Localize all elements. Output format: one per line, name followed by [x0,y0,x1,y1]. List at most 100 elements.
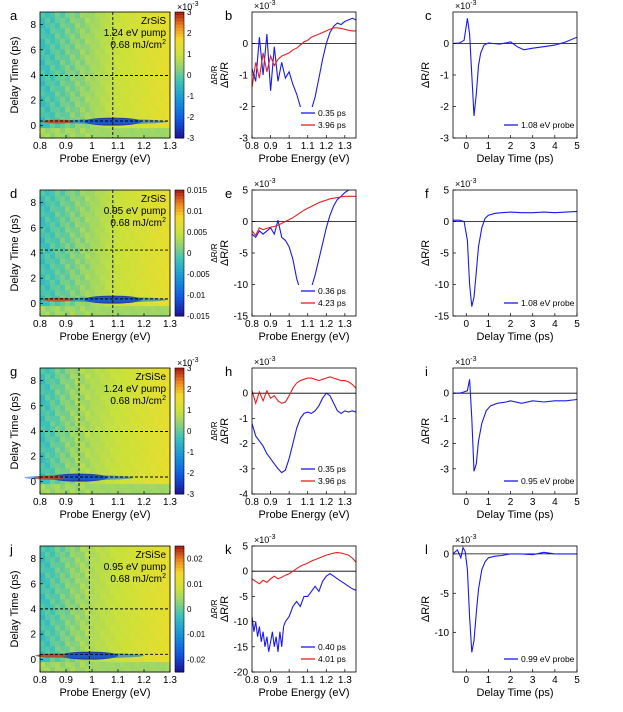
heatmap-cell [60,593,66,600]
annotation-fluence-sup: 2 [162,395,166,402]
heatmap-cell [120,399,126,406]
heatmap-cell [105,242,111,249]
heatmap-cell [70,609,76,615]
colorbar-step [175,37,184,41]
heatmap-cell [140,59,146,66]
heatmap-cell [120,263,126,270]
colorbar-step [175,249,184,254]
heatmap-cell [145,226,151,233]
heatmap-cell [145,645,151,652]
y-tick-label: 2 [30,630,36,641]
heatmap-cell [55,85,61,92]
heatmap-cell [120,478,126,485]
heatmap-cell [165,661,171,668]
heatmap-cell [75,630,81,636]
heatmap-cell [50,205,56,212]
heatmap-cell [55,389,61,395]
heatmap-cell [85,247,91,254]
heatmap-cell [45,425,51,432]
heatmap-cell [60,661,66,668]
x-tick-label: 1.1 [111,319,125,330]
heatmap-cell [55,54,61,60]
heatmap-cell [65,368,71,374]
heatmap-cell [40,195,46,202]
heatmap-cell [155,33,161,39]
heatmap-cell [120,588,126,594]
annotation-fluence: 0.68 mJ/cm [110,574,162,585]
heatmap-cell [160,378,166,385]
heatmap-cell [150,614,156,621]
colorbar-step [175,490,184,495]
legend-l: 0.99 eV probe [500,653,575,669]
heatmap-cell [115,205,121,212]
heatmap-cell [105,415,111,422]
heatmap-cell [165,473,171,479]
heatmap-cell [155,64,161,71]
heatmap-cell [150,101,156,108]
heatmap-a [40,12,171,139]
heatmap-cell [135,43,141,50]
heatmap-cell [140,666,146,673]
heatmap-cell [130,38,136,45]
heatmap-cell [155,488,161,495]
heatmap-cell [150,572,156,579]
series-line-1-08-eV-probe [453,18,577,116]
heatmap-cell [160,85,166,92]
heatmap-cell [50,635,56,642]
heatmap-cell [50,582,56,589]
colorbar-frame [174,11,185,139]
heatmap-cell [110,588,116,594]
heatmap-cell [60,420,66,427]
heatmap-cell [70,624,76,631]
heatmap-cell [95,300,101,307]
heatmap-cell [80,38,86,45]
x-tick-label: 1.3 [338,675,352,686]
heatmap-cell [135,253,141,259]
heatmap-cell [85,310,91,317]
heatmap-cell [90,211,96,217]
legend-box [500,119,574,135]
heatmap-cell [115,59,121,66]
axis-exponent: ×10-3 [254,178,276,189]
heatmap-cell [60,624,66,631]
heatmap-cell [95,603,101,610]
heatmap-cell [155,96,161,102]
heatmap-cell [145,17,151,24]
colorbar-step [175,374,184,378]
heatmap-cell [155,17,161,24]
heatmap-cell [45,33,51,39]
heatmap-cell [135,483,141,490]
heatmap-cell [115,200,121,207]
heatmap-cell [125,27,131,34]
heatmap-cell [105,111,111,118]
heatmap-cell [145,399,151,406]
heatmap-cell [60,394,66,401]
heatmap-cell [145,446,151,453]
heatmap-cell [70,69,76,76]
x-tick-label: 0.9 [264,675,278,686]
heatmap-cell [65,425,71,432]
heatmap-cell [70,43,76,50]
heatmap-cell [125,38,131,45]
heatmap-cell [100,190,106,196]
heatmap-cell [130,268,136,275]
heatmap-cell [145,404,151,411]
colorbar-step [175,599,184,604]
heatmap-cell [115,216,121,223]
heatmap-cell [130,452,136,458]
heatmap-cell [110,593,116,600]
heatmap-cell [120,310,126,317]
heatmap-cell [60,247,66,254]
heatmap-cell [150,577,156,584]
heatmap-cell [145,640,151,647]
heatmap-cell [90,425,96,432]
heatmap-cell [145,305,151,312]
heatmap-cell [150,588,156,594]
colorbar-step [175,471,184,476]
heatmap-cell [165,211,171,217]
heatmap-cell [145,473,151,479]
heatmap-cell [130,22,136,29]
heatmap-cell [95,48,101,55]
heatmap-cell [90,630,96,636]
heatmap-cell [90,242,96,249]
